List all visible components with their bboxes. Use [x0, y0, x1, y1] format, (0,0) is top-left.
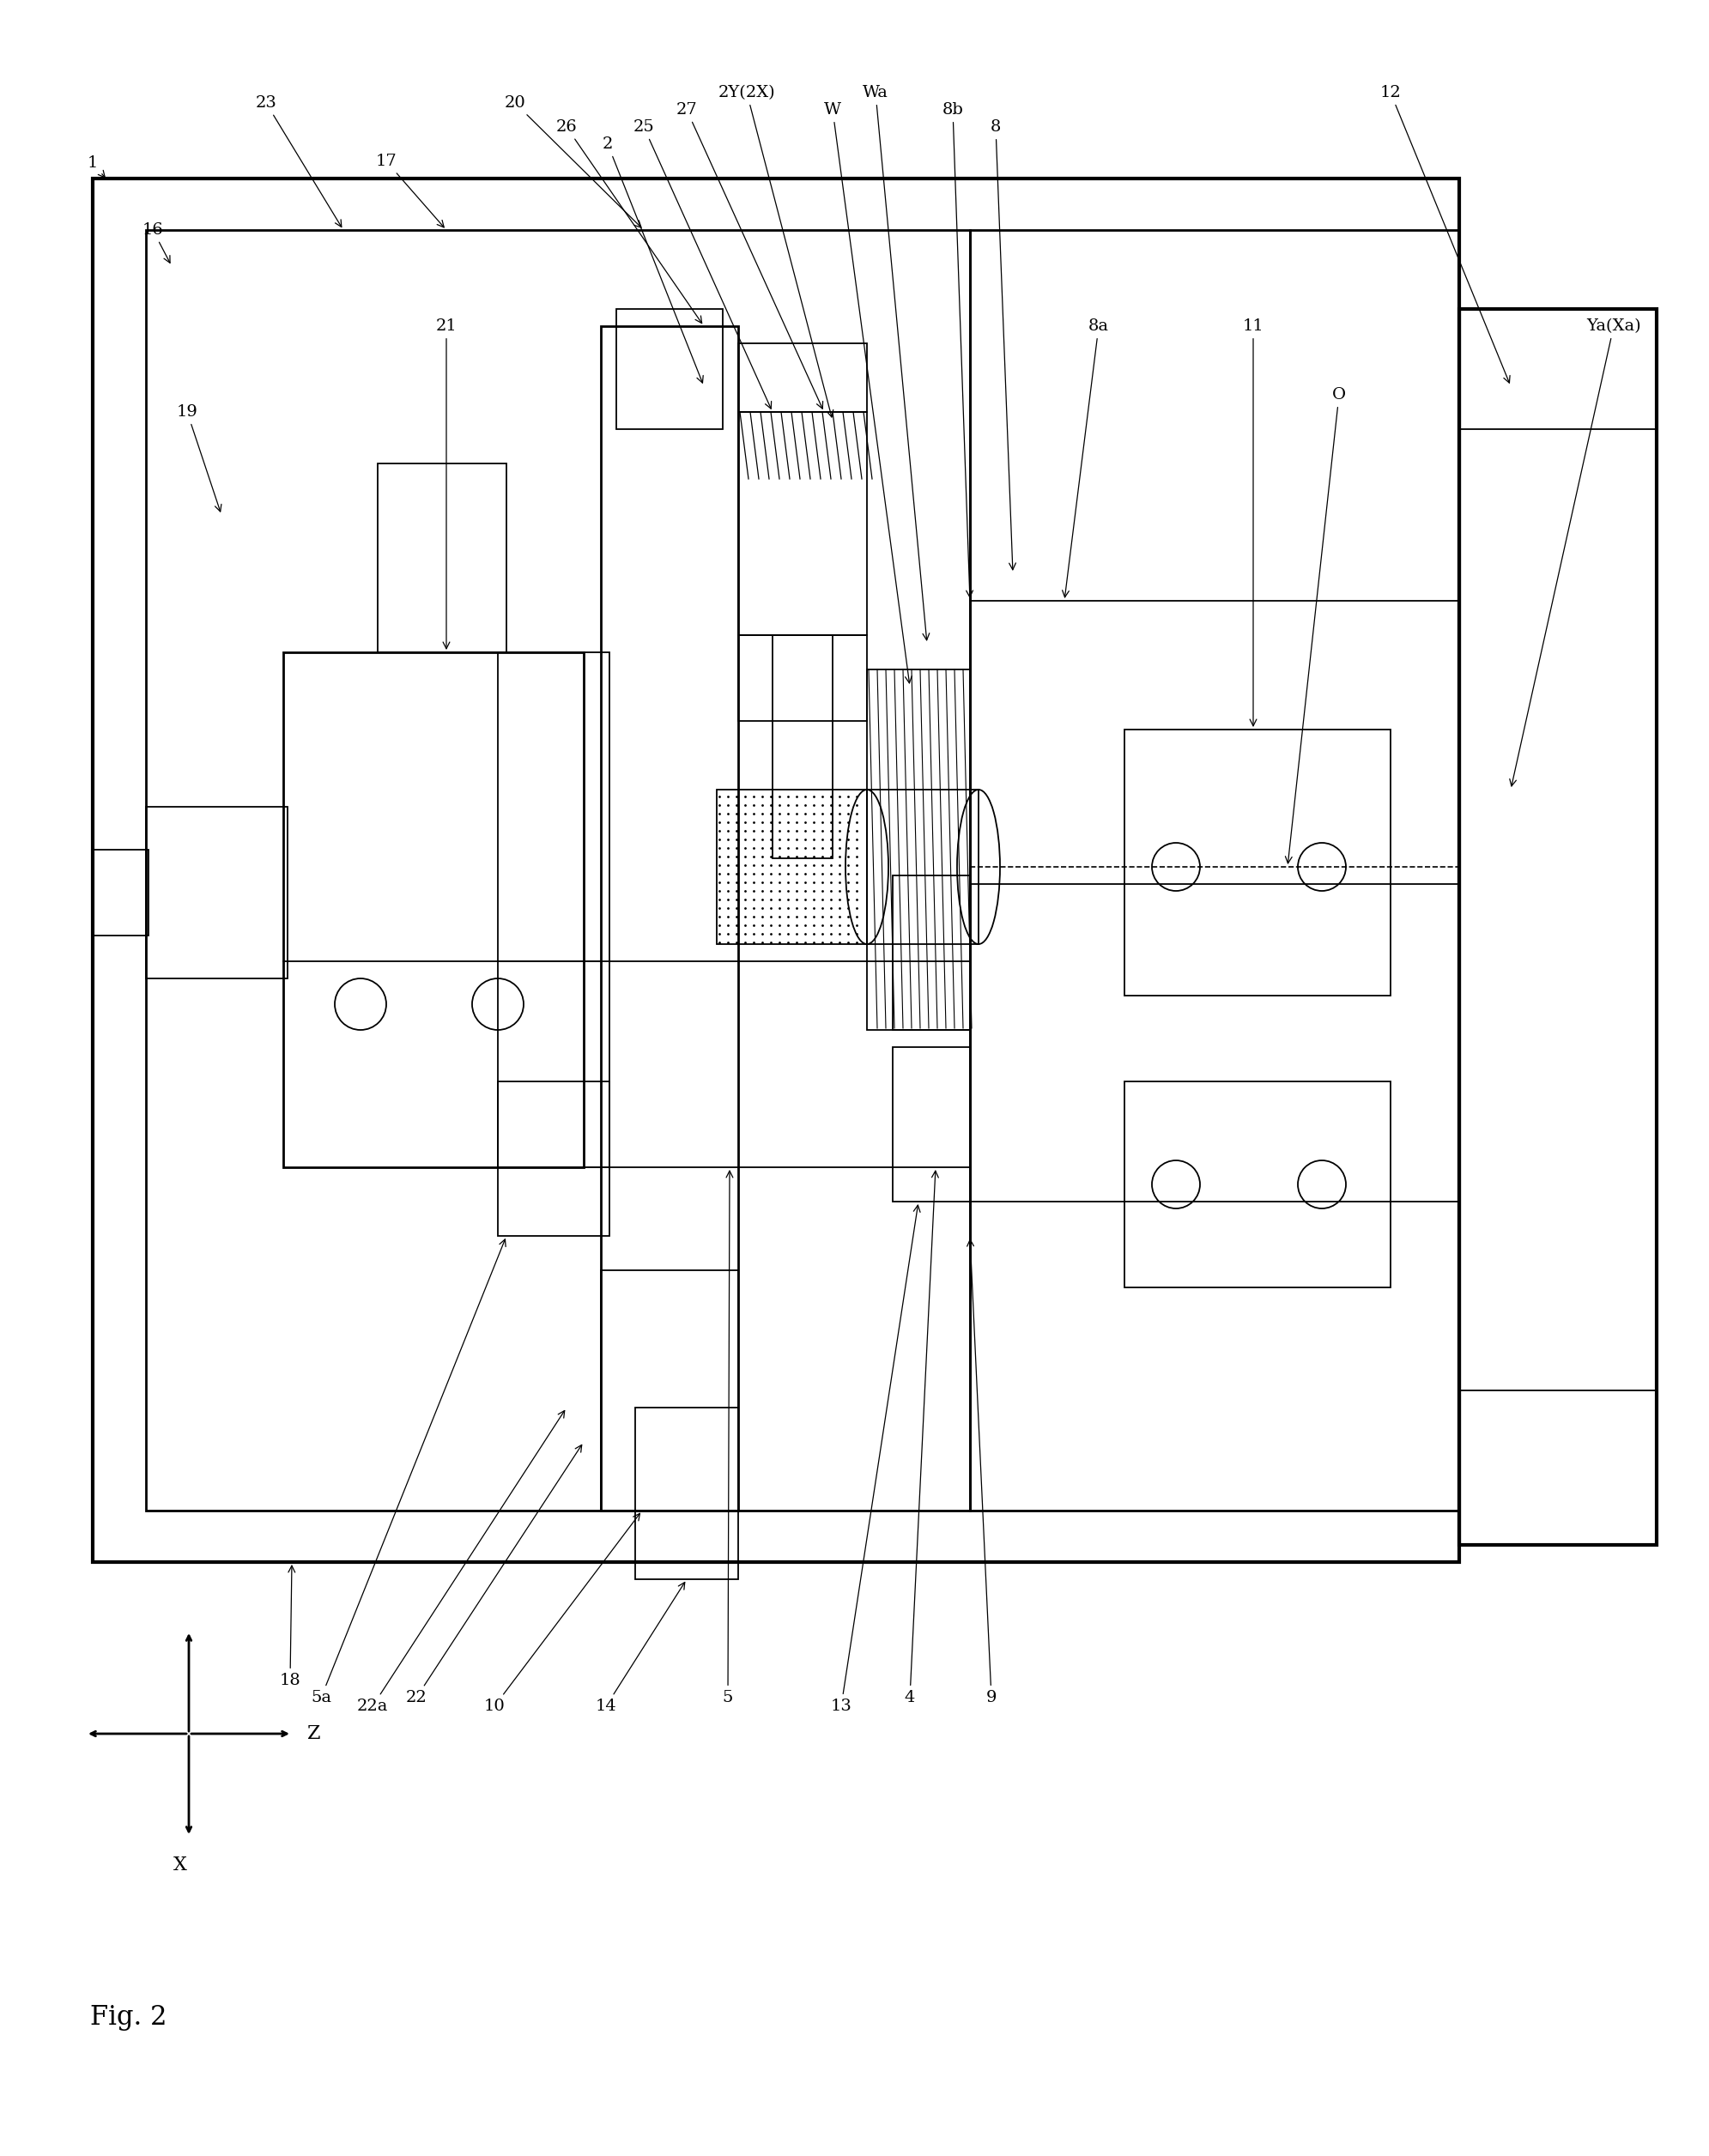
Bar: [1125, 729, 1391, 996]
Bar: [738, 412, 866, 636]
Text: 13: 13: [831, 1205, 919, 1714]
Text: Z: Z: [308, 1725, 321, 1744]
Bar: [971, 231, 1459, 1511]
Text: 22: 22: [405, 1445, 581, 1705]
Text: 4: 4: [904, 1171, 938, 1705]
Bar: [602, 1270, 738, 1511]
Text: 26: 26: [555, 119, 702, 323]
Text: 19: 19: [176, 405, 222, 511]
Text: 2Y(2X): 2Y(2X): [718, 84, 834, 416]
Text: 20: 20: [504, 95, 641, 229]
Bar: [145, 231, 971, 1511]
Text: X: X: [173, 1856, 186, 1874]
Text: 16: 16: [142, 222, 169, 263]
Text: 17: 17: [376, 153, 444, 226]
Text: 23: 23: [255, 95, 342, 226]
Bar: [716, 789, 866, 944]
Bar: [497, 1082, 610, 1166]
Bar: [866, 671, 971, 1031]
Text: W: W: [824, 101, 913, 683]
Bar: [738, 636, 866, 720]
Text: Ya(Xa): Ya(Xa): [1509, 319, 1641, 787]
Text: 27: 27: [677, 101, 822, 410]
Text: 5: 5: [723, 1171, 733, 1705]
Text: Fig. 2: Fig. 2: [91, 2003, 167, 2031]
Bar: [145, 806, 287, 979]
Bar: [772, 636, 832, 858]
Text: 9: 9: [967, 1240, 996, 1705]
Bar: [602, 326, 738, 1511]
Text: Wa: Wa: [863, 84, 930, 640]
Text: 8a: 8a: [1063, 319, 1109, 597]
Bar: [284, 653, 584, 1166]
Text: 8b: 8b: [942, 101, 972, 597]
Bar: [92, 179, 1459, 1563]
Text: 1: 1: [87, 155, 104, 177]
Text: 12: 12: [1379, 84, 1511, 384]
Bar: [738, 343, 866, 412]
Text: 5a: 5a: [311, 1240, 506, 1705]
Text: O: O: [1285, 388, 1347, 862]
Bar: [1459, 308, 1656, 1546]
Text: 22a: 22a: [357, 1410, 564, 1714]
Text: 21: 21: [436, 319, 456, 649]
Bar: [892, 1048, 971, 1201]
Bar: [92, 849, 149, 936]
Bar: [866, 789, 979, 944]
Text: 2: 2: [602, 136, 702, 384]
Bar: [497, 653, 610, 1235]
Bar: [892, 875, 971, 1031]
Text: 8: 8: [991, 119, 1015, 569]
Text: 25: 25: [632, 119, 771, 410]
Text: 18: 18: [280, 1565, 301, 1688]
Text: 11: 11: [1242, 319, 1265, 727]
Bar: [378, 464, 506, 653]
Bar: [617, 308, 723, 429]
Bar: [636, 1408, 738, 1578]
Bar: [1125, 1082, 1391, 1287]
Text: 14: 14: [595, 1583, 685, 1714]
Text: 10: 10: [484, 1514, 639, 1714]
